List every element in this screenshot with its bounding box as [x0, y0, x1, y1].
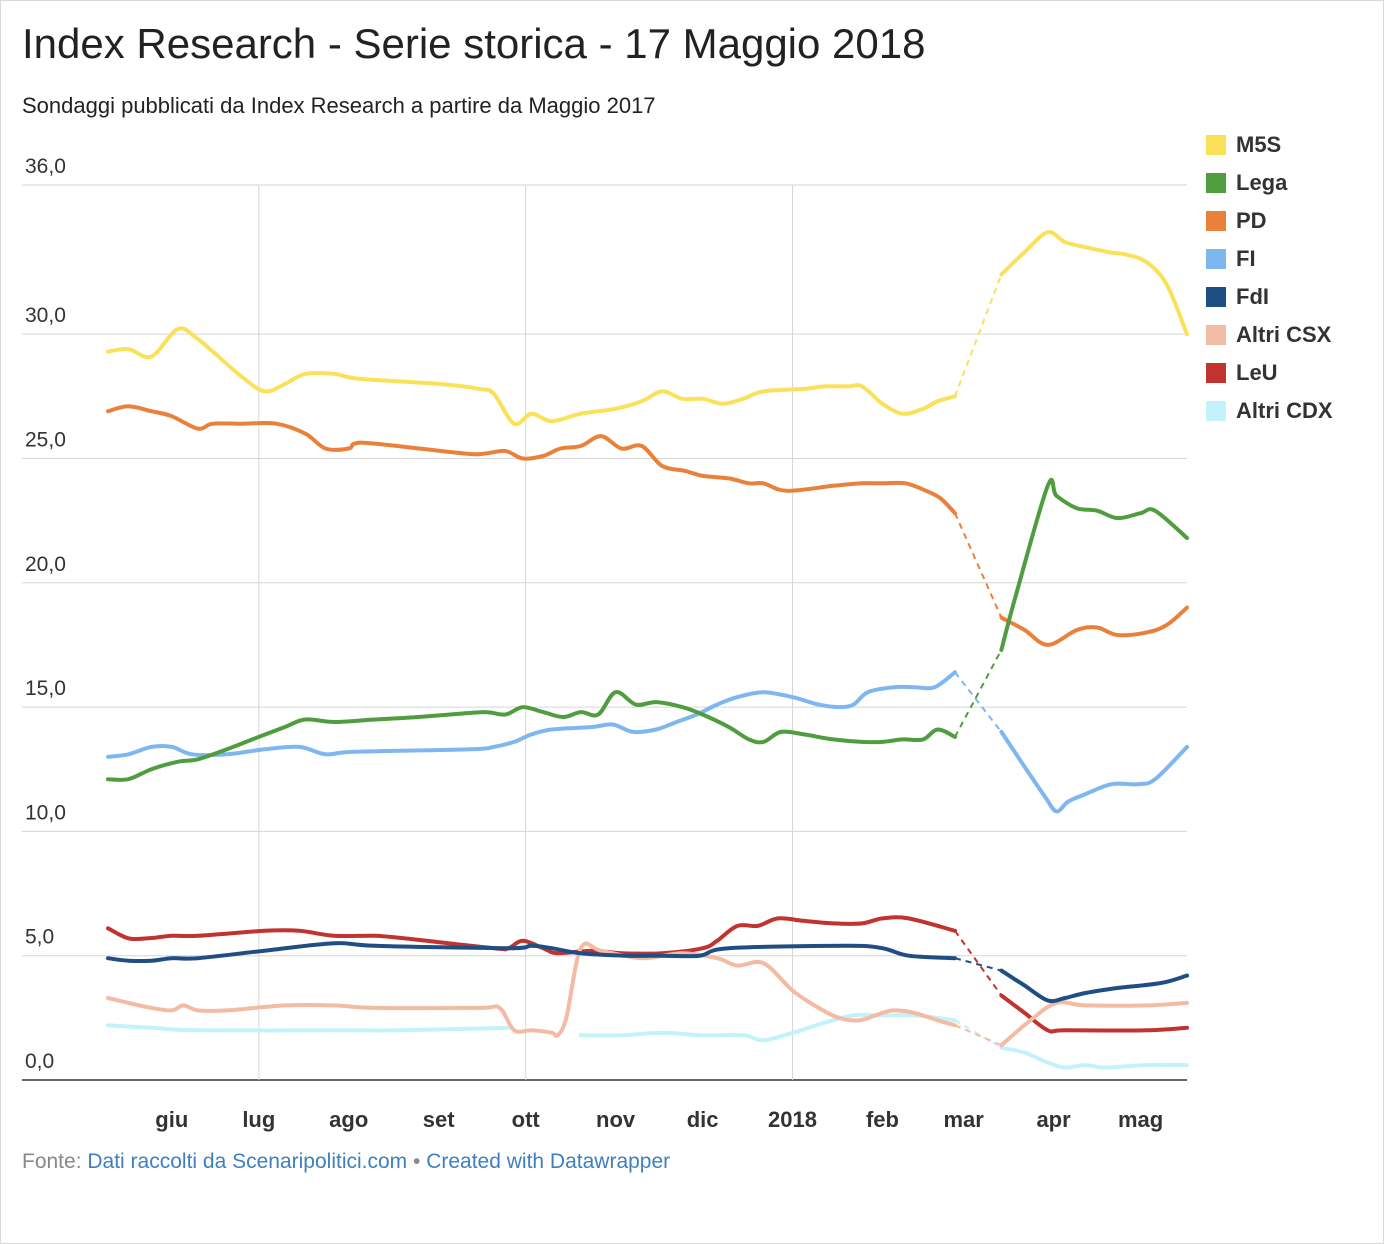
series-fi-line: [999, 729, 1189, 814]
legend-swatch: [1206, 173, 1226, 193]
series-altri-csx-line: [999, 1000, 1189, 1048]
footer-separator: •: [407, 1150, 427, 1173]
legend-label: M5S: [1236, 132, 1282, 157]
legend-label: Altri CDX: [1236, 398, 1333, 423]
series-altri-cdx-line: [578, 1012, 957, 1043]
x-tick-label: giu: [155, 1107, 188, 1132]
series-fdi-dashed: [954, 957, 1002, 972]
legend-label: PD: [1236, 208, 1267, 233]
series-lega-line: [106, 690, 957, 782]
footer-prefix: Fonte:: [22, 1150, 88, 1173]
legend-label: LeU: [1236, 360, 1278, 385]
series-altri-cdx-dashed: [954, 1019, 1002, 1049]
x-tick-label: 2018: [768, 1107, 817, 1132]
footer: Fonte: Dati raccolti da Scenaripolitici.…: [22, 1150, 670, 1174]
legend-label: Altri CSX: [1236, 322, 1332, 347]
legend: M5S Lega PD FI FdI Altri CSX LeU Altri CDX: [1206, 126, 1333, 430]
legend-item-m5s: M5S: [1206, 126, 1333, 164]
x-tick-label: apr: [1036, 1107, 1071, 1132]
legend-label: FdI: [1236, 284, 1269, 309]
series-lega-dashed: [954, 649, 1003, 738]
x-axis-ticks: giu lug ago set ott nov dic 2018 feb mar apr mag: [155, 1107, 1163, 1132]
legend-swatch: [1206, 401, 1226, 421]
legend-swatch: [1206, 135, 1226, 155]
series-fdi-line: [999, 968, 1189, 1004]
legend-label: Lega: [1236, 170, 1288, 195]
x-tick-label: dic: [687, 1107, 719, 1132]
legend-item-fi: FI: [1206, 240, 1333, 278]
series-altri-csx-line: [106, 941, 957, 1039]
series-fi-line: [106, 670, 957, 759]
series-leu-line: [106, 915, 957, 956]
legend-swatch: [1206, 363, 1226, 383]
x-tick-label: mag: [1118, 1107, 1163, 1132]
y-tick-label: 30,0: [25, 304, 66, 327]
x-tick-label: nov: [596, 1107, 636, 1132]
legend-item-leu: LeU: [1206, 354, 1333, 392]
legend-swatch: [1206, 287, 1226, 307]
series-fi-dashed: [954, 671, 1003, 733]
y-tick-label: 0,0: [25, 1050, 54, 1073]
x-tick-label: feb: [866, 1107, 899, 1132]
legend-swatch: [1206, 325, 1226, 345]
series-lega-line: [999, 477, 1189, 652]
y-axis-ticks: 0,0 5,0 10,0 15,0 20,0 25,0 30,0 36,0: [25, 155, 66, 1073]
legend-swatch: [1206, 211, 1226, 231]
legend-item-pd: PD: [1206, 202, 1333, 240]
x-tick-label: ott: [512, 1107, 541, 1132]
y-tick-label: 25,0: [25, 428, 66, 451]
y-tick-label: 36,0: [25, 155, 66, 178]
series-leu-dashed: [954, 930, 1003, 997]
series-altri-cdx-line: [106, 1023, 511, 1033]
series-lines: [106, 230, 1189, 1070]
x-tick-label: lug: [242, 1107, 275, 1132]
y-tick-label: 5,0: [25, 926, 54, 949]
series-altri-csx-dashed: [954, 1024, 1002, 1047]
series-m5s-line: [106, 326, 957, 427]
y-tick-label: 10,0: [25, 801, 66, 824]
series-leu-line: [999, 993, 1189, 1034]
legend-label: FI: [1236, 246, 1256, 271]
datawrapper-link[interactable]: Created with Datawrapper: [426, 1150, 671, 1173]
source-link[interactable]: Dati raccolti da Scenaripolitici.com: [87, 1150, 408, 1173]
chart-title: Index Research - Serie storica - 17 Magg…: [22, 20, 926, 67]
legend-item-altri-cdx: Altri CDX: [1206, 392, 1333, 430]
legend-item-altri-csx: Altri CSX: [1206, 316, 1333, 354]
series-altri-cdx-line: [999, 1045, 1189, 1070]
y-tick-label: 20,0: [25, 553, 66, 576]
x-tick-label: set: [423, 1107, 455, 1132]
x-tick-label: mar: [943, 1107, 984, 1132]
series-fdi-line: [106, 941, 957, 963]
series-pd-line: [106, 404, 957, 516]
legend-swatch: [1206, 249, 1226, 269]
x-tick-label: ago: [329, 1107, 368, 1132]
chart-subtitle: Sondaggi pubblicati da Index Research a …: [22, 93, 656, 118]
series-m5s-line: [999, 230, 1189, 337]
series-pd-line: [999, 605, 1189, 647]
series-pd-dashed: [954, 512, 1003, 618]
grid-lines: [22, 184, 1187, 1081]
legend-item-lega: Lega: [1206, 164, 1333, 202]
y-tick-label: 15,0: [25, 677, 66, 700]
series-m5s-dashed: [954, 274, 1003, 397]
legend-item-fdi: FdI: [1206, 278, 1333, 316]
